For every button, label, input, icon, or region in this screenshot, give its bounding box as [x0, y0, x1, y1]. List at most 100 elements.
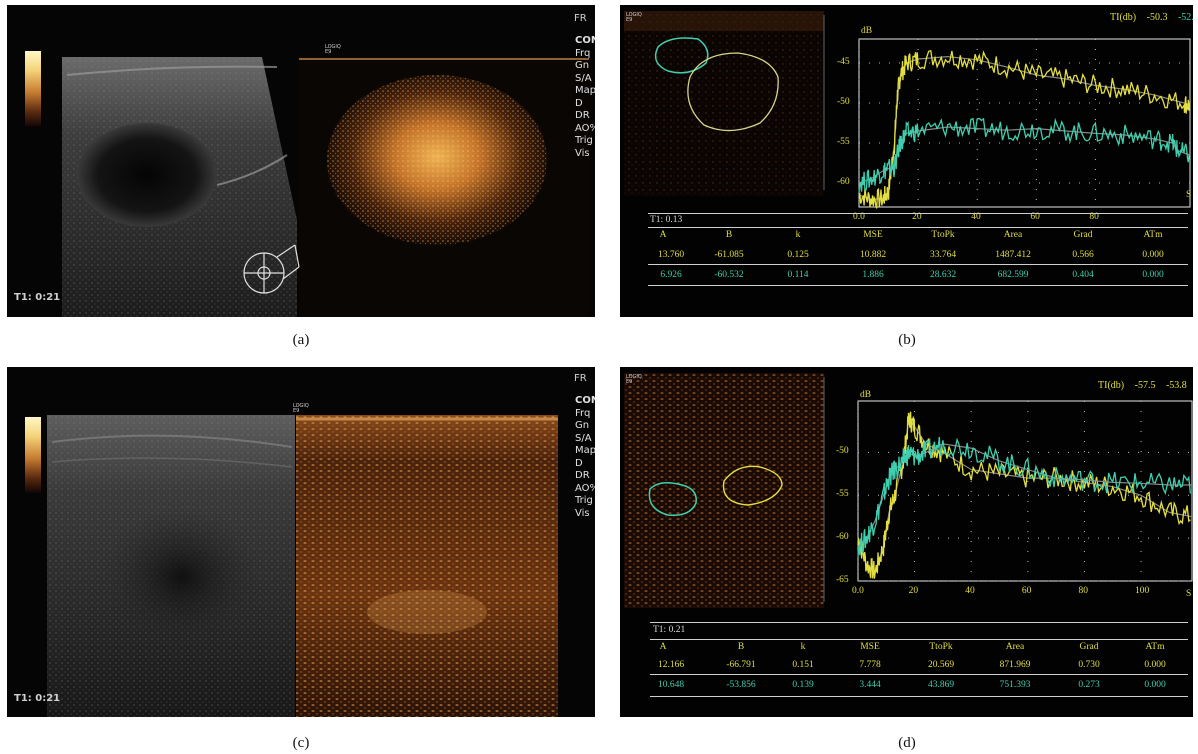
- table-cell: 682.599: [997, 270, 1029, 280]
- menu-item[interactable]: Frq: [575, 47, 591, 59]
- table-rule-mid: [650, 674, 1188, 675]
- table-header: Area: [1005, 642, 1025, 652]
- menu-item[interactable]: Trig: [575, 135, 593, 146]
- table-cell: 0.273: [1078, 680, 1100, 690]
- ti-value-yellow: -50.3: [1146, 12, 1168, 23]
- series-line: [858, 117, 1190, 194]
- table-cell: 0.000: [1142, 250, 1164, 260]
- y-axis-label: dB: [861, 26, 873, 36]
- menu-item[interactable]: S/A: [575, 432, 592, 444]
- x-tick-label: 0.0: [852, 586, 864, 596]
- table-cell: 0.730: [1078, 660, 1100, 670]
- menu-item[interactable]: Gn: [575, 420, 590, 431]
- table-rule-header: [648, 227, 1188, 228]
- table-cell: 12.166: [657, 660, 685, 670]
- table-cell: 43.869: [927, 680, 955, 690]
- caption-b: (b): [898, 332, 916, 348]
- intensity-colorbar: [25, 51, 41, 127]
- timer-label: T1: 0:21: [14, 693, 61, 704]
- table-cell: -53.856: [726, 680, 756, 690]
- menu-item[interactable]: CON: [575, 35, 595, 46]
- frame-rate-label: FR: [574, 13, 587, 24]
- menu-item[interactable]: AO%: [575, 482, 595, 494]
- table-title: T1: 0.13: [650, 215, 683, 225]
- menu-item[interactable]: D: [575, 97, 583, 109]
- menu-item[interactable]: Map: [575, 85, 595, 96]
- table-header: k: [795, 230, 801, 240]
- table-header: Area: [1003, 230, 1023, 240]
- menu-item[interactable]: Gn: [575, 60, 590, 71]
- table-header: Grad: [1079, 642, 1099, 652]
- table-cell: 0.000: [1144, 680, 1166, 690]
- table-rule-bottom: [650, 696, 1188, 697]
- x-tick-label: 60: [1021, 586, 1032, 596]
- y-tick-label: -45: [837, 57, 850, 67]
- table-rule-bottom: [648, 285, 1188, 286]
- table-cell: 7.778: [859, 660, 881, 670]
- menu-item[interactable]: Vis: [575, 507, 590, 519]
- y-tick-label: -60: [837, 177, 850, 187]
- table-header: TtoPk: [931, 230, 955, 240]
- table-cell: 10.882: [859, 250, 887, 260]
- table-cell: 0.125: [787, 250, 809, 260]
- ti-value-yellow: -57.5: [1134, 380, 1156, 391]
- table-cell: 3.444: [859, 680, 881, 690]
- table-header: A: [659, 642, 667, 652]
- table-cell: 0.000: [1142, 270, 1164, 280]
- table-rule-header: [650, 639, 1188, 640]
- device-logo: LOGIQ E9: [626, 12, 642, 23]
- table-cell: -60.532: [714, 270, 744, 280]
- y-tick-label: -55: [836, 489, 849, 500]
- table-header: k: [800, 642, 806, 652]
- panel-d-image: [624, 373, 1193, 608]
- table-header: MSE: [863, 230, 883, 240]
- menu-item[interactable]: AO%: [575, 122, 595, 134]
- table-header: ATm: [1143, 230, 1163, 240]
- panel-b-image: [624, 11, 1191, 209]
- caption-a: (a): [292, 332, 310, 348]
- menu-item[interactable]: DR: [575, 110, 590, 121]
- ti-label: TI(db): [1110, 12, 1137, 23]
- table-cell: 6.926: [660, 270, 682, 280]
- table-row: 12.166 -66.791 0.151 7.778 20.569 871.96…: [650, 660, 1193, 674]
- menu-item[interactable]: Map: [575, 445, 595, 456]
- y-tick-label: -60: [836, 532, 849, 543]
- x-tick-label: 20: [908, 586, 919, 596]
- table-cell: 33.764: [929, 250, 957, 260]
- ti-value-second: -53.8: [1165, 380, 1187, 391]
- ti-value-teal: -52.4: [1177, 12, 1193, 23]
- menu-item[interactable]: Vis: [575, 147, 590, 159]
- menu-item[interactable]: Trig: [575, 495, 593, 506]
- device-logo: LOGIQ E9: [293, 403, 309, 414]
- menu-item[interactable]: DR: [575, 470, 590, 481]
- menu-item[interactable]: S/A: [575, 72, 592, 84]
- table-cell: 0.566: [1072, 250, 1094, 260]
- table-cell: 0.139: [792, 680, 814, 690]
- table-header: TtoPk: [929, 642, 953, 652]
- settings-menu: CON Frq Gn S/A Map D DR AO% Trig Vis: [575, 395, 595, 520]
- series-line: [858, 50, 1191, 209]
- table-header: MSE: [860, 642, 880, 652]
- chart-lines: [858, 50, 1191, 209]
- table-header-row: A B k MSE TtoPk Area Grad ATm: [648, 230, 1193, 244]
- ti-readout: TI(db) -57.5 -53.8: [1098, 380, 1187, 391]
- timer-label: T1: 0:21: [14, 292, 61, 303]
- table-cell: 1487.412: [995, 250, 1031, 260]
- device-logo: LOGIQ E9: [626, 374, 642, 385]
- chart-lines: [857, 411, 1193, 579]
- x-tick-label: 20: [912, 212, 922, 222]
- table-rule-top: [650, 622, 1188, 623]
- settings-menu: CON Frq Gn S/A Map D DR AO% Trig Vis: [575, 35, 595, 160]
- menu-item[interactable]: D: [575, 457, 583, 469]
- x-tick-label: 60: [1030, 212, 1040, 222]
- metrics-table: A B k MSE TtoPk Area Grad ATm 13.760 -61…: [648, 230, 1193, 290]
- menu-item[interactable]: CON: [575, 395, 595, 406]
- x-tick-label: 40: [965, 586, 975, 596]
- ti-readout: TI(db) -50.3 -52.4: [1110, 12, 1193, 23]
- menu-item[interactable]: Frq: [575, 407, 591, 419]
- y-tick-label: -50: [837, 97, 850, 107]
- table-header: B: [725, 230, 733, 240]
- table-cell: 0.000: [1144, 660, 1166, 670]
